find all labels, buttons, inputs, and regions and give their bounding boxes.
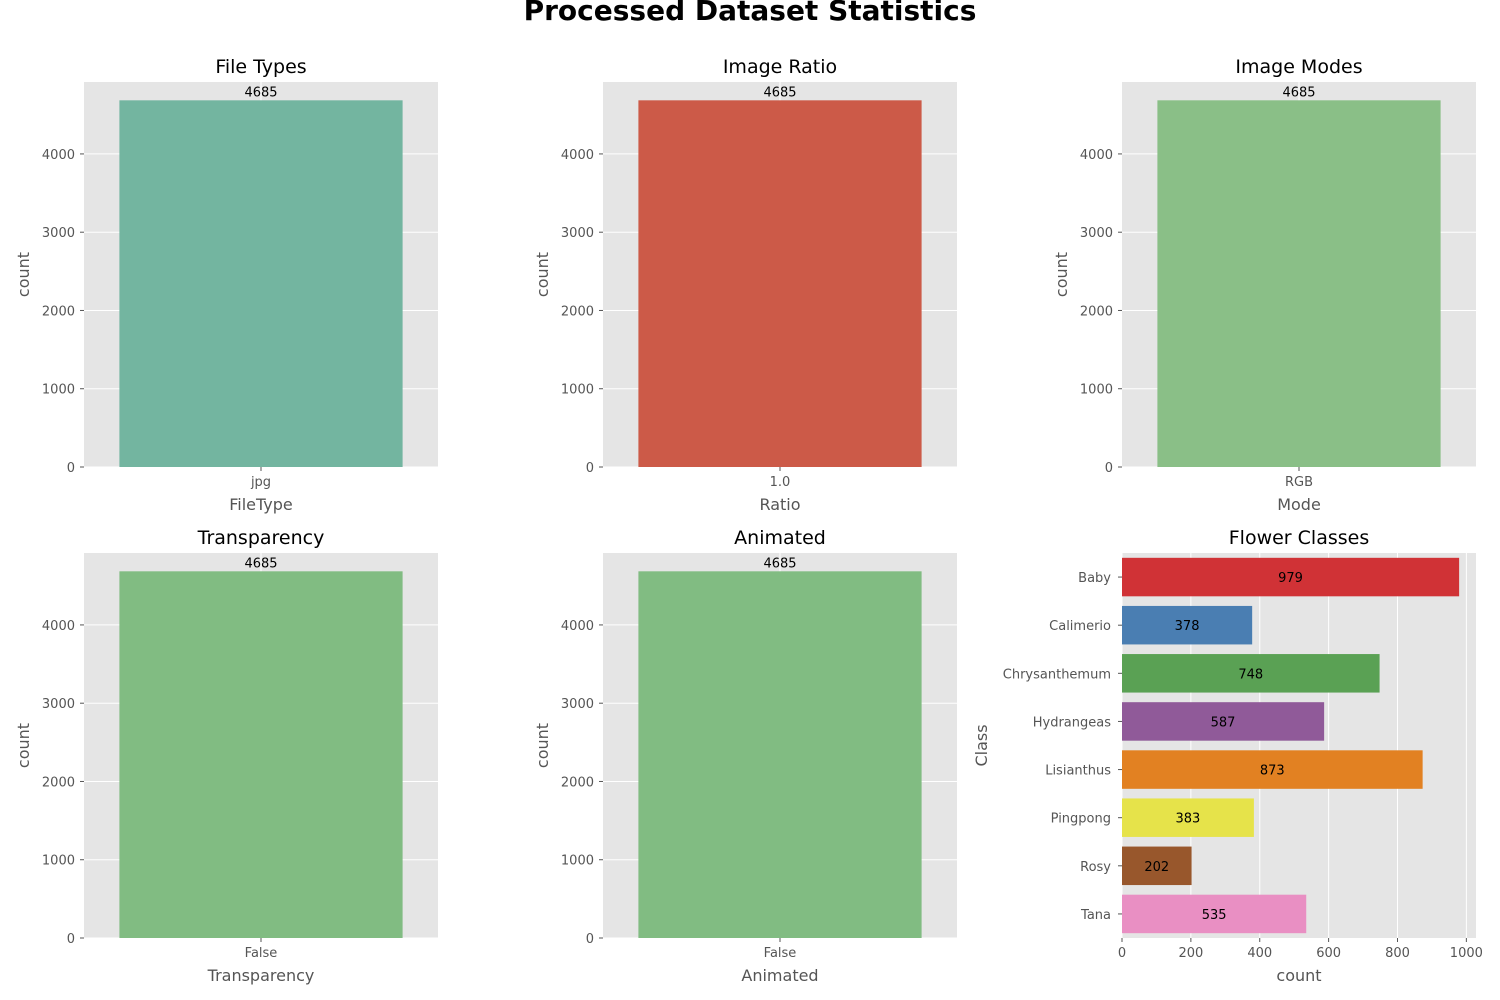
image-modes-ytick-label: 1000 <box>1080 383 1113 398</box>
transparency-title: Transparency <box>197 527 325 549</box>
image-ratio-title: Image Ratio <box>723 56 837 78</box>
file-types-ytick-label: 1000 <box>42 383 75 398</box>
flower-classes-data-label: 979 <box>1278 571 1303 586</box>
file-types-xlabel: FileType <box>229 495 293 514</box>
file-types-ylabel: count <box>14 252 33 297</box>
file-types-ytick-label: 3000 <box>42 226 75 241</box>
image-ratio-ytick-label: 4000 <box>561 148 594 163</box>
flower-classes-xlabel: count <box>1276 966 1321 985</box>
file-types-bar-jpg <box>119 100 403 467</box>
transparency-ylabel: count <box>14 723 33 768</box>
flower-classes-data-label: 378 <box>1175 619 1200 634</box>
file-types-ytick-label: 4000 <box>42 148 75 163</box>
image-modes-bar-rgb <box>1157 100 1441 467</box>
flower-classes-ytick-label: Rosy <box>1080 860 1111 875</box>
flower-classes-bar-pingpong <box>1122 798 1254 837</box>
image-ratio-xlabel: Ratio <box>759 495 800 514</box>
image-ratio-ytick-label: 3000 <box>561 226 594 241</box>
file-types-title: File Types <box>215 56 306 78</box>
flower-classes-title: Flower Classes <box>1229 527 1370 549</box>
transparency-ytick-label: 1000 <box>42 854 75 869</box>
animated-xtick-label: False <box>764 946 797 961</box>
flower-classes-data-label: 383 <box>1176 812 1201 827</box>
image-ratio-ytick-label: 1000 <box>561 383 594 398</box>
flower-classes-bar-calimerio <box>1122 605 1253 645</box>
image-modes-xtick-label: RGB <box>1285 475 1313 490</box>
animated-data-label: 4685 <box>763 556 796 571</box>
file-types-data-label: 4685 <box>244 85 277 100</box>
flower-classes-ylabel: Class <box>972 724 991 766</box>
image-modes-ytick-label: 0 <box>1105 461 1113 476</box>
flower-classes-bar-baby <box>1122 557 1460 597</box>
flower-classes-bar-hydrangeas <box>1122 702 1325 741</box>
image-ratio-bar-1-0 <box>638 100 922 467</box>
image-modes-ytick-label: 3000 <box>1080 226 1113 241</box>
transparency-ytick-label: 4000 <box>42 619 75 634</box>
flower-classes-data-label: 535 <box>1202 908 1227 923</box>
image-modes-xlabel: Mode <box>1277 495 1321 514</box>
flower-classes-bar-chrysanthemum <box>1122 654 1380 693</box>
flower-classes-bar-tana <box>1122 894 1307 934</box>
image-modes-ylabel: count <box>1052 252 1071 297</box>
flower-classes-data-label: 202 <box>1144 860 1169 875</box>
flower-classes-xtick-label: 400 <box>1247 946 1272 961</box>
animated-ylabel: count <box>533 723 552 768</box>
file-types-ytick-label: 0 <box>67 461 75 476</box>
flower-classes-xtick-label: 600 <box>1316 946 1341 961</box>
file-types-xtick-label: jpg <box>250 475 271 490</box>
transparency-xlabel: Transparency <box>207 966 315 985</box>
flower-classes-ytick-label: Baby <box>1078 571 1111 586</box>
image-ratio-ytick-label: 0 <box>586 461 594 476</box>
transparency-data-label: 4685 <box>244 556 277 571</box>
flower-classes-data-label: 748 <box>1238 667 1263 682</box>
flower-classes-bar-rosy <box>1122 846 1192 886</box>
image-modes-ytick-label: 2000 <box>1080 304 1113 319</box>
flower-classes-xtick-label: 1000 <box>1450 946 1483 961</box>
animated-title: Animated <box>734 527 826 549</box>
transparency-ytick-label: 2000 <box>42 775 75 790</box>
transparency-ytick-label: 3000 <box>42 697 75 712</box>
flower-classes-data-label: 587 <box>1211 715 1236 730</box>
flower-classes-data-label: 873 <box>1260 764 1285 779</box>
figure-title: Processed Dataset Statistics <box>523 0 977 27</box>
image-ratio-ylabel: count <box>533 252 552 297</box>
animated-ytick-label: 1000 <box>561 854 594 869</box>
transparency-bar-false <box>119 571 403 938</box>
flower-classes-ytick-label: Chrysanthemum <box>1003 667 1111 682</box>
flower-classes-ytick-label: Calimerio <box>1049 619 1111 634</box>
animated-bar-false <box>638 571 922 938</box>
image-modes-data-label: 4685 <box>1282 85 1315 100</box>
flower-classes-xtick-label: 800 <box>1385 946 1410 961</box>
image-ratio-data-label: 4685 <box>763 85 796 100</box>
flower-classes-ytick-label: Lisianthus <box>1045 764 1111 779</box>
file-types-ytick-label: 2000 <box>42 304 75 319</box>
flower-classes-ytick-label: Hydrangeas <box>1033 715 1111 730</box>
transparency-xtick-label: False <box>245 946 278 961</box>
image-modes-title: Image Modes <box>1235 56 1362 78</box>
image-ratio-xtick-label: 1.0 <box>770 475 791 490</box>
animated-ytick-label: 4000 <box>561 619 594 634</box>
image-modes-ytick-label: 4000 <box>1080 148 1113 163</box>
flower-classes-ytick-label: Tana <box>1080 908 1111 923</box>
animated-ytick-label: 3000 <box>561 697 594 712</box>
animated-ytick-label: 2000 <box>561 775 594 790</box>
animated-xlabel: Animated <box>741 966 818 985</box>
transparency-ytick-label: 0 <box>67 932 75 947</box>
image-ratio-ytick-label: 2000 <box>561 304 594 319</box>
flower-classes-bar-lisianthus <box>1122 750 1423 789</box>
flower-classes-ytick-label: Pingpong <box>1051 812 1111 827</box>
animated-ytick-label: 0 <box>586 932 594 947</box>
flower-classes-xtick-label: 200 <box>1178 946 1203 961</box>
flower-classes-xtick-label: 0 <box>1118 946 1126 961</box>
